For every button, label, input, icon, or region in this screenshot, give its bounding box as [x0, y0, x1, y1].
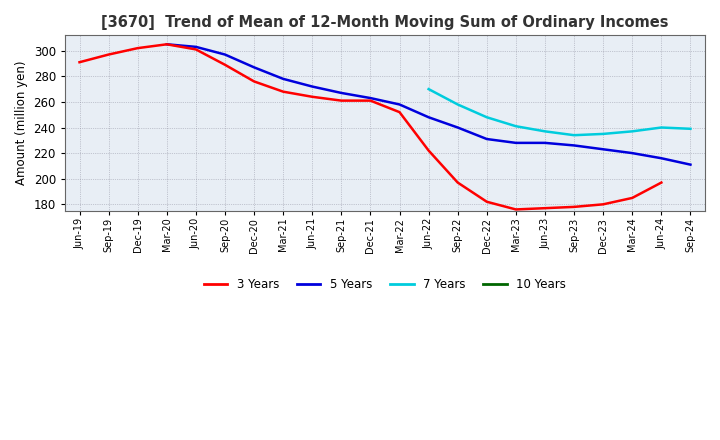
Legend: 3 Years, 5 Years, 7 Years, 10 Years: 3 Years, 5 Years, 7 Years, 10 Years [199, 274, 571, 296]
Y-axis label: Amount (million yen): Amount (million yen) [15, 61, 28, 185]
Title: [3670]  Trend of Mean of 12-Month Moving Sum of Ordinary Incomes: [3670] Trend of Mean of 12-Month Moving … [102, 15, 669, 30]
